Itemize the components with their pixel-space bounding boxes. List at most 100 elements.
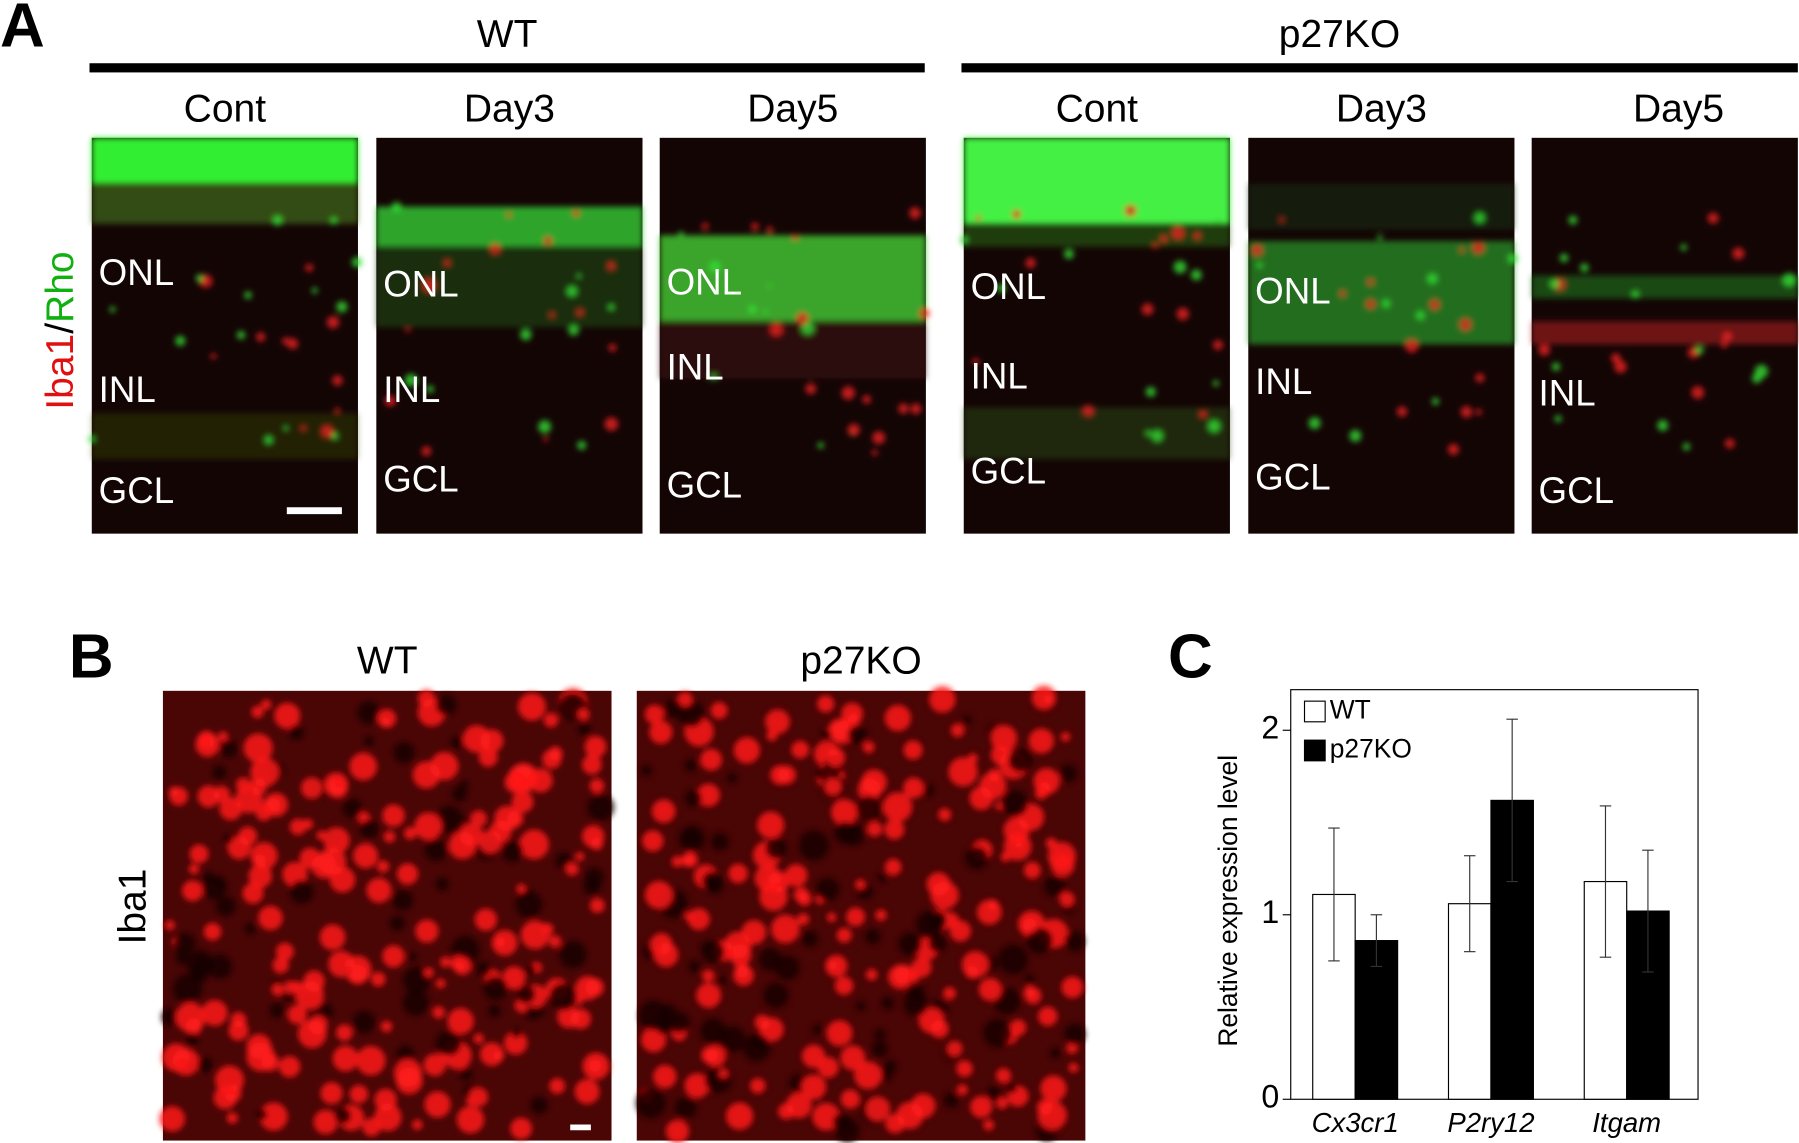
cell	[1045, 837, 1057, 849]
cell	[663, 699, 682, 718]
cell	[840, 1045, 866, 1071]
cell	[516, 984, 536, 1004]
cell	[817, 695, 835, 713]
cell	[841, 386, 855, 400]
cell	[258, 905, 283, 931]
cell	[175, 335, 186, 346]
legend-label: p27KO	[1330, 733, 1412, 763]
cell	[608, 343, 617, 352]
cell	[426, 385, 434, 393]
cell	[174, 933, 196, 955]
cell	[491, 929, 518, 956]
cell	[260, 699, 272, 710]
cell	[393, 1058, 423, 1087]
cell	[796, 312, 809, 325]
cell	[793, 887, 809, 903]
cell	[164, 920, 175, 931]
tissue-band	[659, 321, 926, 379]
cell	[435, 877, 449, 891]
cell	[175, 1002, 206, 1033]
cell	[384, 395, 396, 407]
cell	[483, 976, 508, 1001]
layer-label: GCL	[99, 470, 174, 511]
cell	[763, 982, 789, 1008]
cell	[836, 927, 852, 943]
cell	[1720, 341, 1728, 349]
cell	[685, 789, 702, 807]
cell	[961, 951, 989, 979]
cell	[976, 899, 1002, 925]
cell	[392, 889, 414, 911]
cell	[1001, 790, 1028, 817]
panel-label: B	[69, 622, 114, 691]
cell	[201, 999, 228, 1027]
cell	[577, 708, 590, 721]
cell	[1431, 397, 1440, 406]
cell	[396, 863, 419, 885]
cell	[548, 935, 562, 948]
cell	[747, 304, 757, 314]
cell	[708, 260, 721, 273]
cell	[956, 1060, 973, 1077]
cell	[589, 898, 605, 913]
cell	[501, 840, 524, 862]
micrograph-texture	[1531, 212, 1798, 451]
cell	[825, 954, 848, 978]
tissue-band	[91, 183, 358, 224]
cell	[875, 909, 887, 921]
cell	[1459, 318, 1472, 331]
cell	[948, 757, 978, 787]
cell	[1064, 931, 1085, 952]
cell	[884, 1060, 897, 1073]
cell	[226, 1112, 238, 1124]
cell	[473, 1033, 484, 1044]
cell	[459, 780, 469, 790]
cell	[1063, 248, 1074, 259]
cell	[1207, 419, 1221, 433]
cell	[271, 983, 284, 996]
cell	[576, 273, 582, 279]
cell	[459, 822, 484, 847]
panel-label: A	[0, 0, 45, 60]
cell	[784, 864, 808, 887]
cell	[1568, 215, 1578, 225]
cell	[287, 1004, 308, 1025]
cell	[1396, 406, 1408, 417]
cell	[366, 877, 392, 903]
cell	[1037, 1006, 1058, 1027]
cell	[474, 908, 498, 931]
cell	[865, 928, 881, 945]
layer-label: INL	[1539, 373, 1596, 414]
cell	[972, 358, 980, 365]
cell	[1538, 344, 1551, 356]
cell	[874, 1029, 886, 1041]
cell	[1050, 1047, 1061, 1059]
cell	[800, 321, 815, 335]
cell	[517, 692, 546, 721]
layer-label: GCL	[383, 459, 458, 500]
micrograph-texture	[88, 137, 363, 460]
cell	[530, 1096, 548, 1114]
cell	[243, 733, 273, 763]
cell	[668, 1012, 690, 1034]
cell	[928, 911, 947, 930]
cell	[423, 967, 434, 978]
cell	[1680, 244, 1687, 251]
cell	[1060, 732, 1071, 742]
cell	[324, 772, 348, 797]
cell	[884, 819, 905, 840]
stain-label-part: /	[39, 323, 82, 334]
tissue-band	[1531, 275, 1798, 299]
cell	[88, 435, 96, 443]
cell	[751, 222, 759, 231]
cell	[1023, 985, 1036, 998]
tissue-band	[963, 137, 1230, 224]
cell	[1507, 253, 1518, 264]
cell	[812, 1102, 840, 1131]
cell	[303, 970, 325, 992]
cell	[376, 860, 390, 873]
cell	[701, 222, 709, 230]
cell	[1415, 310, 1426, 321]
cell	[871, 449, 878, 456]
